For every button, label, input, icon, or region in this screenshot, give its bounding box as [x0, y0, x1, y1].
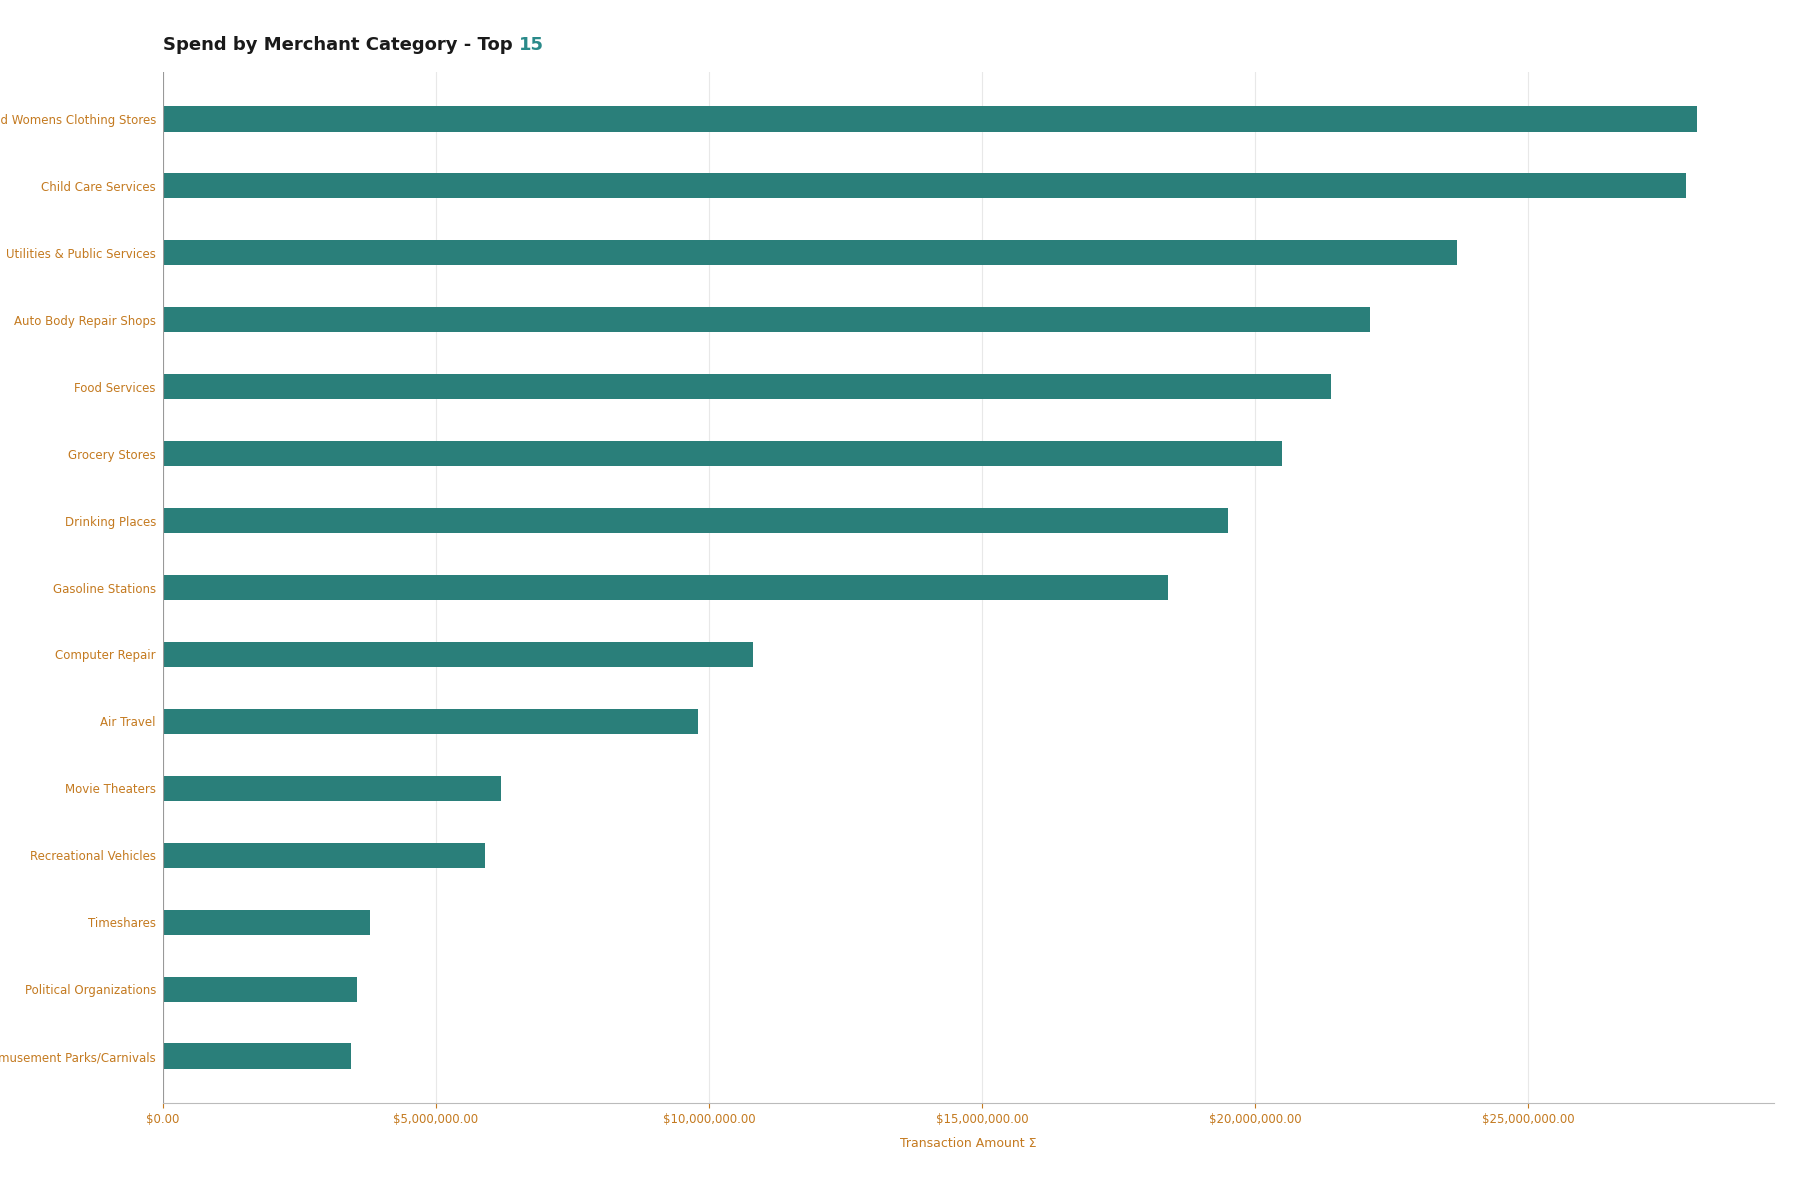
Text: Spend by Merchant Category - Top: Spend by Merchant Category - Top	[163, 36, 519, 54]
Bar	[163, 307, 1370, 332]
X-axis label: Transaction Amount Σ: Transaction Amount Σ	[900, 1137, 1037, 1150]
Bar	[163, 910, 371, 935]
Bar	[163, 508, 1227, 534]
Bar	[163, 240, 1457, 265]
Bar	[163, 641, 753, 667]
Bar	[163, 106, 1698, 132]
Bar	[163, 173, 1687, 199]
Bar	[163, 1043, 351, 1070]
Text: 15: 15	[519, 36, 543, 54]
Bar	[163, 843, 485, 868]
Bar	[163, 976, 357, 1002]
Bar	[163, 574, 1167, 601]
Bar	[163, 776, 501, 801]
Bar	[163, 374, 1332, 399]
Bar	[163, 441, 1281, 466]
Bar	[163, 709, 699, 734]
